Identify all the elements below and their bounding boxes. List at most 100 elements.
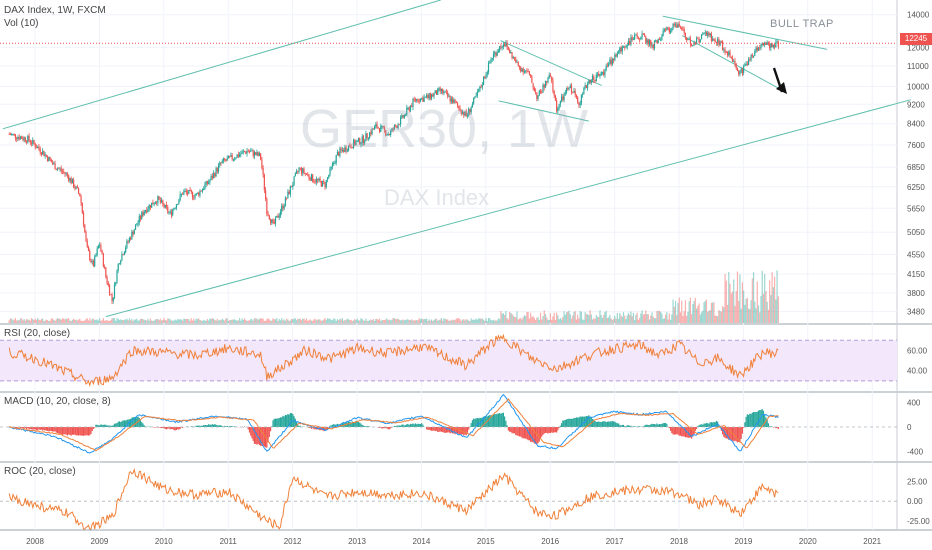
volume-bar [774, 276, 776, 323]
volume-bar [733, 279, 735, 323]
volume-bar [326, 318, 329, 323]
volume-bar [627, 312, 630, 323]
macd-legend[interactable]: MACD (10, 20, close, 8) [4, 396, 111, 407]
volume-bar [70, 320, 72, 323]
candle-body [371, 128, 373, 135]
volume-bar [585, 313, 587, 323]
symbol-legend[interactable]: DAX Index, 1W, FXCM [4, 5, 106, 16]
macd-hist-bar [385, 427, 387, 429]
macd-hist-bar [252, 427, 254, 441]
macd-tick-label: 400 [907, 398, 921, 407]
candle-body [209, 180, 211, 183]
volume-bar [183, 318, 185, 323]
macd-hist-bar [639, 426, 641, 427]
volume-bar [297, 318, 299, 323]
volume-bar [12, 320, 14, 323]
candle-body [705, 32, 708, 36]
macd-hist-bar [759, 410, 761, 427]
macd-hist-bar [19, 427, 21, 429]
volume-bar [416, 319, 418, 323]
volume-bar [695, 308, 698, 323]
macd-hist-bar [274, 418, 277, 427]
candle-body [751, 54, 753, 57]
candle-body [414, 99, 417, 101]
volume-bar [323, 319, 325, 323]
macd-hist-bar [414, 423, 417, 427]
volume-bar [499, 319, 501, 323]
volume-bar [276, 318, 278, 323]
candle-body [564, 92, 566, 95]
rsi-tick-label: 40.00 [907, 367, 928, 376]
macd-hist-bar [563, 420, 565, 427]
volume-bar [329, 318, 331, 323]
candle-body [536, 92, 538, 99]
candle-body [271, 219, 273, 223]
volume-bar [625, 319, 627, 323]
candle-body [456, 102, 459, 106]
candle-body [699, 39, 701, 43]
candle-body [189, 189, 191, 191]
volume-bar [224, 320, 226, 323]
candle-body [212, 173, 215, 179]
macd-hist-bar [439, 427, 441, 432]
volume-bar [666, 312, 668, 323]
macd-hist-bar [437, 427, 439, 433]
volume-bar [336, 319, 339, 323]
candle-body [240, 153, 242, 155]
volume-bar [241, 318, 243, 323]
candle-body [354, 140, 356, 146]
rsi-legend[interactable]: RSI (20, close) [4, 328, 71, 339]
candle-body [700, 34, 703, 40]
volume-bar [688, 301, 690, 323]
candle-body [76, 186, 78, 189]
volume-bar [532, 316, 534, 323]
candle-body [91, 261, 93, 263]
volume-bar [86, 318, 88, 323]
roc-legend[interactable]: ROC (20, close) [4, 466, 76, 477]
volume-bar [298, 319, 300, 323]
volume-bar [185, 318, 187, 323]
macd-hist-bar [543, 427, 545, 434]
candle-body [646, 39, 648, 43]
volume-legend[interactable]: Vol (10) [4, 18, 39, 29]
candle-body [636, 34, 638, 37]
volume-bar [502, 313, 504, 323]
candle-body [144, 210, 147, 212]
volume-bar [172, 320, 174, 323]
macd-hist-bar [276, 418, 278, 427]
candle-body [352, 140, 355, 148]
volume-bar [122, 320, 124, 323]
macd-hist-bar [583, 416, 585, 427]
candle-body [553, 90, 555, 96]
candle-body [469, 108, 471, 113]
volume-bar [148, 320, 150, 323]
volume-bar [668, 313, 670, 323]
volume-bar [715, 315, 718, 323]
macd-hist-bar [772, 427, 774, 428]
macd-hist-bar [660, 424, 662, 427]
candle-body [49, 157, 51, 160]
candle-body [428, 93, 430, 99]
candle-body [105, 267, 107, 277]
candle-body [601, 71, 604, 73]
volume-bar [257, 319, 259, 323]
candle-body [30, 142, 33, 144]
candle-body [637, 36, 639, 39]
volume-bar [533, 317, 535, 323]
macd-hist-bar [334, 424, 336, 427]
volume-bar [397, 318, 399, 323]
volume-bar [635, 314, 637, 323]
volume-bar [174, 319, 176, 323]
candle-body [582, 93, 584, 95]
candle-body [193, 197, 195, 199]
volume-bar [736, 271, 739, 323]
volume-bar [743, 290, 745, 323]
candle-body [442, 88, 444, 94]
macd-hist-bar [646, 424, 648, 427]
volume-bar [615, 318, 617, 323]
volume-bar [350, 319, 352, 323]
candle-body [445, 91, 448, 93]
candle-body [662, 30, 664, 36]
macd-hist-bar [443, 427, 445, 433]
